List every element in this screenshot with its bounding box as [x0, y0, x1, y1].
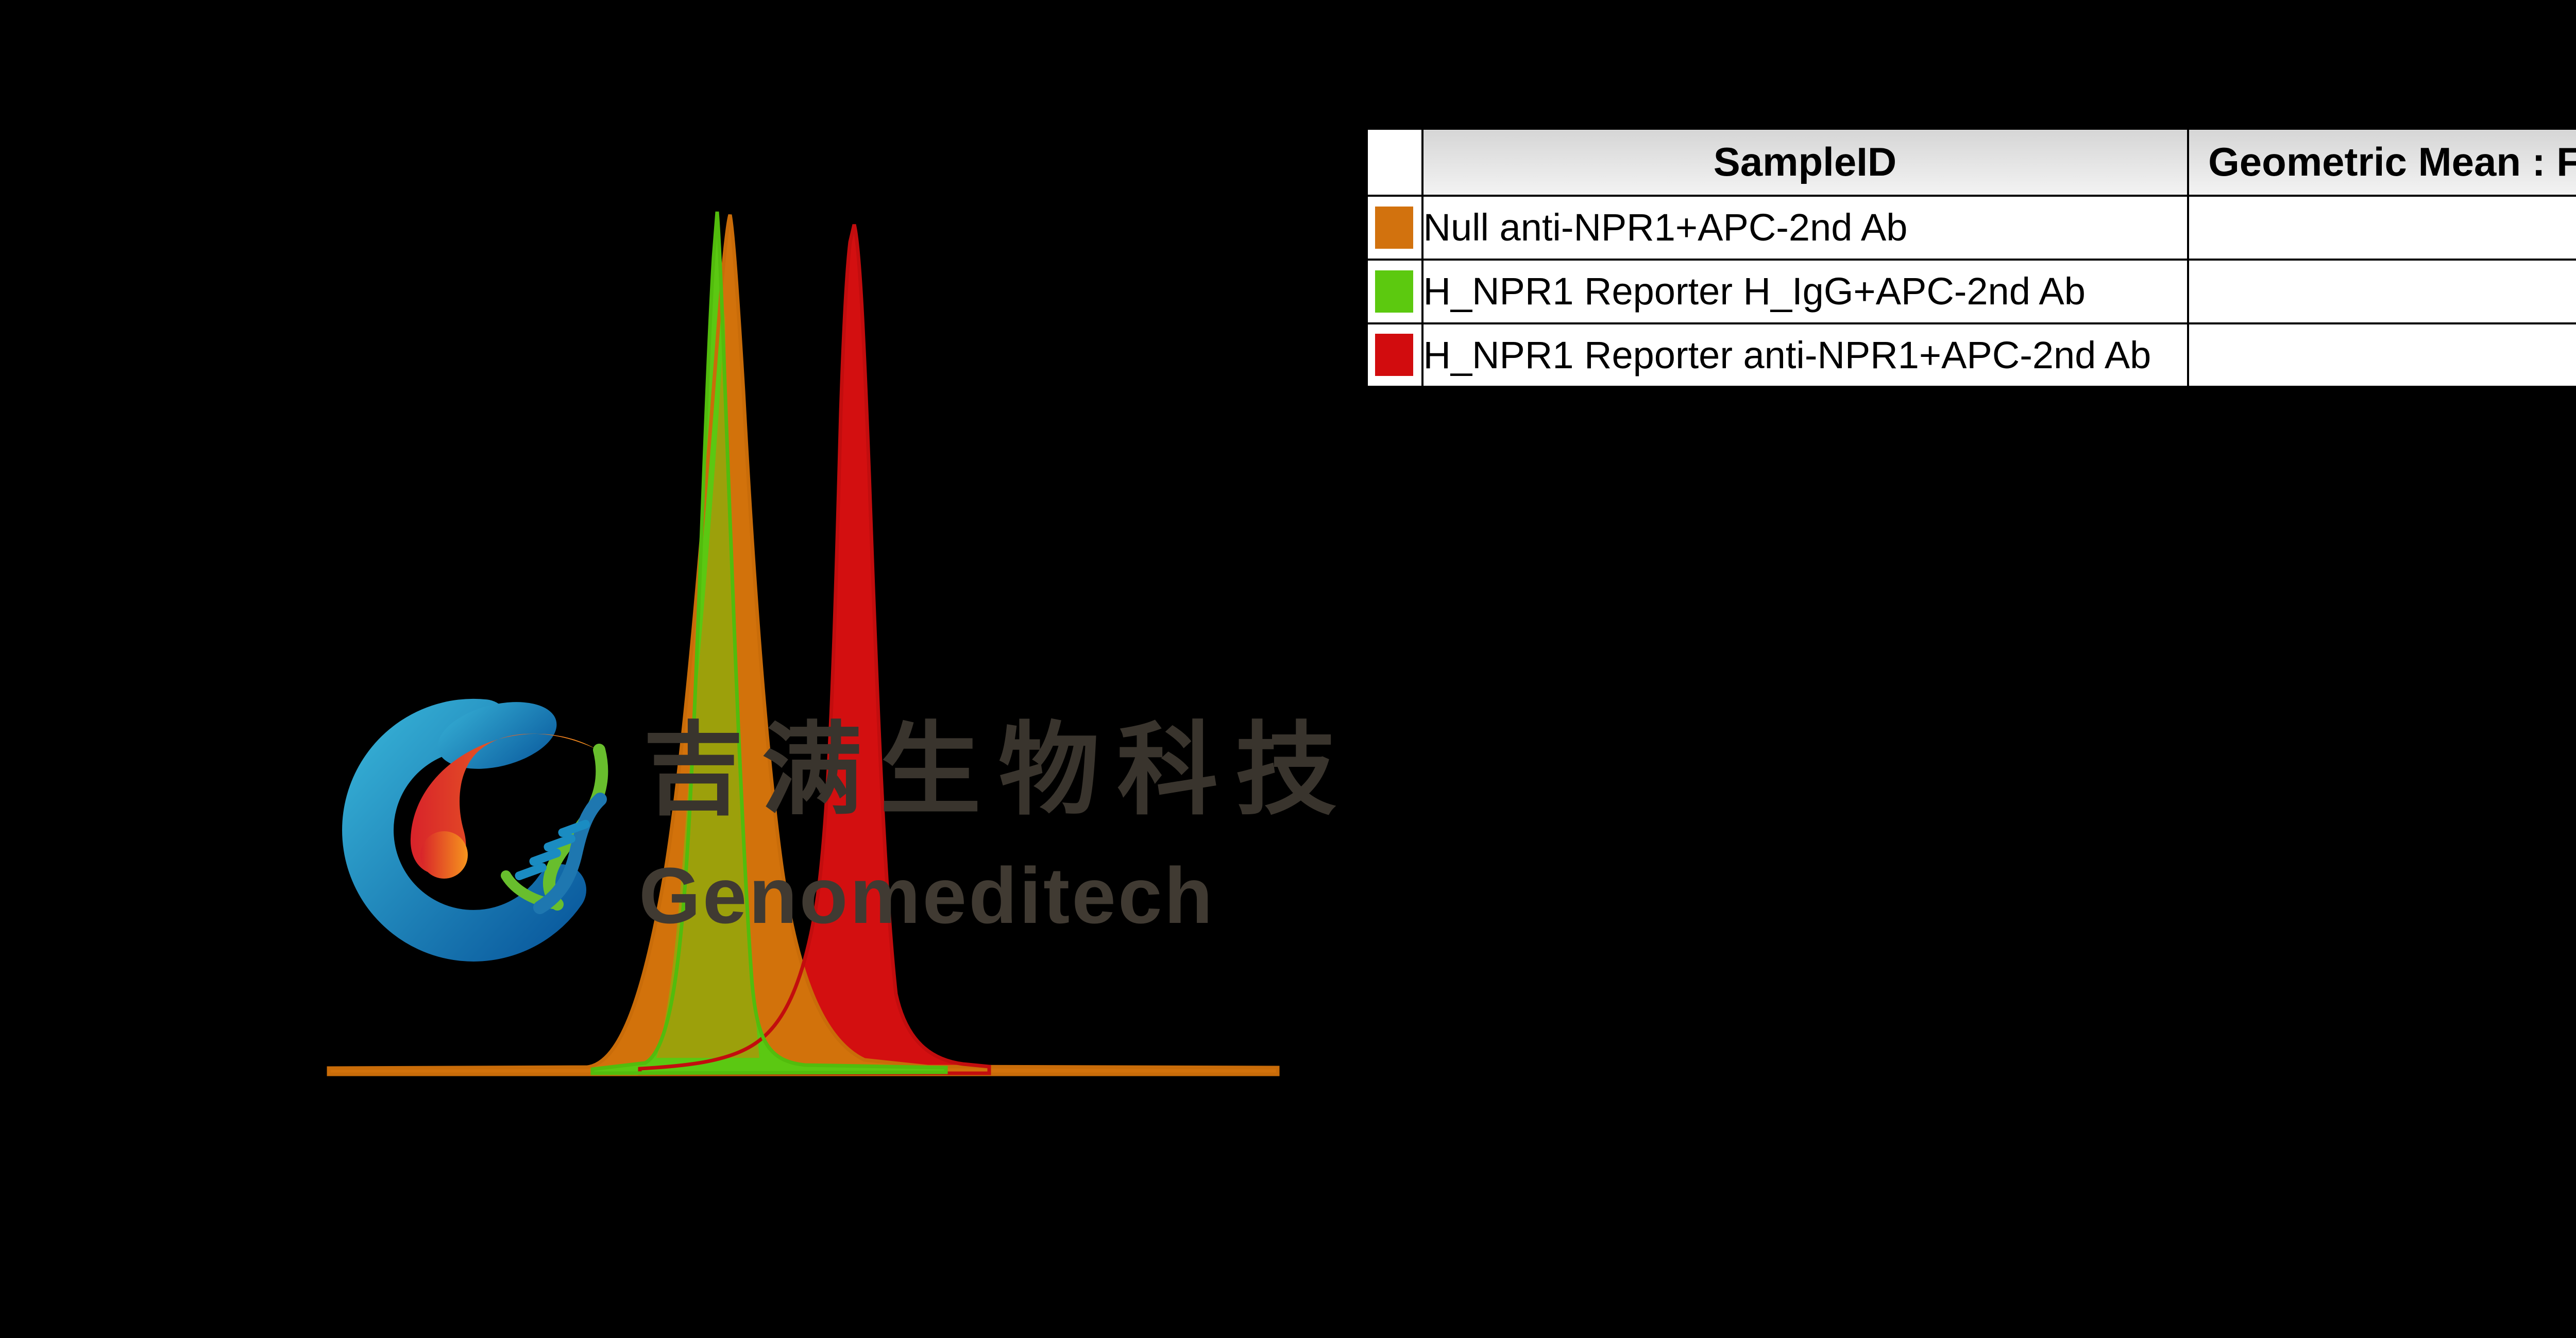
watermark-chinese-text: 吉满生物科技 [643, 714, 1354, 827]
dna-rung-icon [558, 819, 590, 837]
header-geometric-mean: Geometric Mean : FL11-H [2187, 127, 2576, 197]
dna-rung-icon [544, 834, 575, 852]
geometric-mean-cell: 1926 [2187, 258, 2576, 324]
dna-rung-icon [529, 848, 561, 866]
swatch-cell [1365, 194, 1423, 261]
legend-swatch-red [1375, 334, 1413, 376]
sample-id-cell: H_NPR1 Reporter anti-NPR1+APC-2nd Ab [1421, 322, 2189, 388]
stats-table: SampleID Geometric Mean : FL11-H Null an… [1365, 127, 2576, 388]
watermark-latin-text: Genomeditech [639, 851, 1215, 940]
table-header-row: SampleID Geometric Mean : FL11-H [1365, 127, 2576, 197]
genomeditech-logo-icon [342, 698, 608, 962]
geometric-mean-cell: 2718 [2187, 194, 2576, 261]
histogram-orange-outline [327, 214, 1280, 1076]
swatch-cell [1365, 322, 1423, 388]
histogram-curves [327, 211, 1280, 1076]
header-sampleid: SampleID [1421, 127, 2189, 197]
logo-dna-strand [533, 793, 607, 914]
geometric-mean-cell: 23408 [2187, 322, 2576, 388]
histogram-green-outline [590, 211, 948, 1075]
dna-rung-icon [515, 863, 547, 881]
table-row: H_NPR1 Reporter anti-NPR1+APC-2nd Ab 234… [1365, 322, 2576, 388]
logo-flame-drop [420, 831, 468, 879]
sample-id-cell: Null anti-NPR1+APC-2nd Ab [1421, 194, 2189, 261]
histogram-red-outline [638, 224, 991, 1075]
logo-dna-rungs [515, 819, 590, 881]
swatch-cell [1365, 258, 1423, 324]
table-row: Null anti-NPR1+APC-2nd Ab 2718 [1365, 194, 2576, 261]
table-row: H_NPR1 Reporter H_IgG+APC-2nd Ab 1926 [1365, 258, 2576, 324]
logo-blue-swirl [342, 698, 586, 962]
legend-swatch-orange [1375, 206, 1413, 249]
histogram-overlap-region [656, 309, 759, 1058]
header-swatch-cell [1365, 127, 1423, 197]
legend-swatch-green [1375, 270, 1413, 313]
logo-blue-head [437, 702, 557, 769]
sample-id-cell: H_NPR1 Reporter H_IgG+APC-2nd Ab [1421, 258, 2189, 324]
